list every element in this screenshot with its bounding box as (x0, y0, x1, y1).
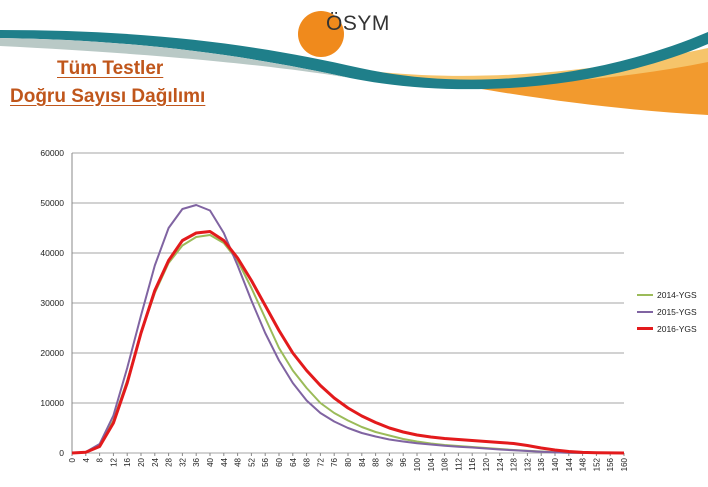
osym-logo: ÖSYM (298, 6, 408, 57)
x-tick-label: 44 (220, 457, 229, 466)
x-axis: 0 4 8 12 16 20 24 28 32 36 40 44 48 52 56 60 64 68 72 76 80 8… (68, 453, 629, 471)
x-tick-label: 36 (192, 457, 201, 466)
header-swoosh (0, 30, 708, 115)
slide-title-line1: Tüm Testler (57, 58, 164, 79)
x-tick-label: 80 (344, 457, 353, 466)
legend-label: 2016-YGS (657, 323, 697, 334)
y-tick-label: 10000 (40, 398, 64, 408)
legend-label: 2014-YGS (657, 289, 697, 300)
legend-item: 2016-YGS (637, 320, 697, 337)
x-tick-label: 60 (275, 457, 284, 466)
x-tick-label: 156 (606, 457, 615, 471)
x-tick-label: 84 (358, 457, 367, 466)
x-tick-label: 72 (316, 457, 325, 466)
x-tick-label: 48 (234, 457, 243, 466)
x-tick-label: 148 (579, 457, 588, 471)
x-tick-label: 144 (565, 457, 574, 471)
x-tick-label: 140 (551, 457, 560, 471)
y-tick-label: 20000 (40, 348, 64, 358)
x-tick-label: 12 (109, 457, 118, 466)
legend-item: 2014-YGS (637, 286, 697, 303)
y-tick-label: 40000 (40, 248, 64, 258)
x-tick-label: 92 (385, 457, 394, 466)
x-tick-label: 132 (523, 457, 532, 471)
swoosh-teal (0, 30, 708, 90)
legend-swatch (637, 310, 653, 313)
x-tick-label: 8 (96, 457, 105, 462)
x-tick-label: 0 (68, 457, 77, 462)
x-tick-label: 108 (441, 457, 450, 471)
x-tick-label: 52 (247, 457, 256, 466)
x-tick-label: 160 (620, 457, 629, 471)
logo-circle-icon (298, 11, 344, 57)
x-tick-label: 24 (151, 457, 160, 466)
x-tick-label: 56 (261, 457, 270, 466)
series-line-2016-YGS (71, 230, 625, 455)
grid-lines (72, 152, 624, 454)
x-tick-label: 116 (468, 457, 477, 470)
y-tick-label: 60000 (40, 148, 64, 158)
x-tick-label: 76 (330, 457, 339, 466)
x-tick-label: 124 (496, 457, 505, 471)
x-tick-label: 100 (413, 457, 422, 471)
legend-label: 2015-YGS (657, 306, 697, 317)
logo-text: ÖSYM (326, 12, 390, 35)
x-tick-label: 112 (454, 457, 463, 470)
y-axis: 0 10000 20000 30000 40000 50000 60000 (40, 148, 73, 458)
x-tick-label: 88 (372, 457, 381, 466)
legend-swatch (637, 293, 653, 296)
x-tick-label: 64 (289, 457, 298, 466)
series-lines (71, 204, 625, 455)
x-tick-label: 152 (592, 457, 601, 471)
x-tick-label: 20 (137, 457, 146, 466)
y-tick-label: 30000 (40, 298, 64, 308)
x-tick-label: 136 (537, 457, 546, 471)
series-line-2015-YGS (71, 204, 624, 454)
x-tick-label: 40 (206, 457, 215, 466)
x-tick-label: 4 (82, 457, 91, 462)
x-tick-label: 16 (123, 457, 132, 466)
x-tick-label: 120 (482, 457, 491, 471)
y-tick-label: 50000 (40, 198, 64, 208)
legend-swatch (637, 327, 653, 330)
chart-legend: 2014-YGS 2015-YGS 2016-YGS (637, 286, 697, 337)
legend-item: 2015-YGS (637, 303, 697, 320)
swoosh-gray (0, 38, 350, 78)
y-tick-label: 0 (59, 448, 64, 458)
x-tick-label: 96 (399, 457, 408, 466)
x-tick-label: 32 (178, 457, 187, 466)
x-tick-label: 68 (303, 457, 312, 466)
slide-title-line2: Doğru Sayısı Dağılımı (10, 86, 206, 107)
x-tick-label: 128 (510, 457, 519, 471)
x-tick-label: 104 (427, 457, 436, 471)
x-tick-label: 28 (165, 457, 174, 466)
